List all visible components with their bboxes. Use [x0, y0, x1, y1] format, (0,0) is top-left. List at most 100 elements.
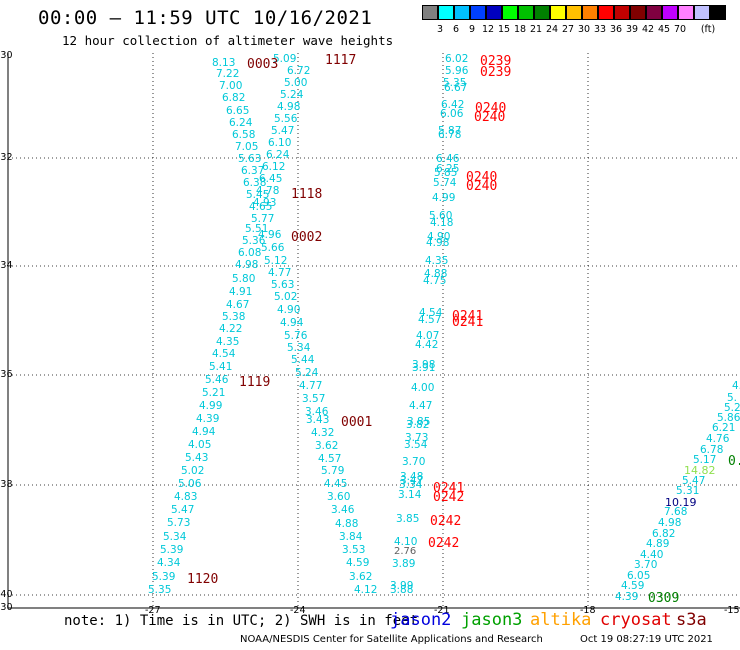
legend-tick-label: 9	[468, 24, 476, 35]
satellite-name-s3a: s3a	[676, 610, 707, 630]
swh-value-label: 5.66	[261, 242, 285, 254]
swh-value-label: 3.34	[399, 479, 423, 491]
swh-value-label: 4.96	[258, 229, 282, 241]
swh-value-label: 4.57	[418, 314, 441, 326]
swh-value-label: 4.18	[430, 217, 453, 229]
swh-value-label: 3.70	[634, 559, 657, 571]
generation-timestamp: Oct 19 08:27:19 UTC 2021	[580, 634, 713, 645]
swh-value-label: 4.35	[425, 255, 448, 267]
pass-time-label: 0003	[247, 57, 278, 72]
swh-value-label: 3.43	[306, 414, 329, 426]
legend-tick-label: 33	[593, 24, 607, 35]
swh-value-label: 4.90	[427, 231, 450, 243]
pass-time-label: 0242	[433, 490, 464, 505]
swh-value-label: 3.53	[342, 544, 365, 556]
swh-value-label: 4.	[732, 380, 740, 392]
longitude-tick-label: -24	[290, 605, 306, 616]
pass-time-label: 0309	[648, 591, 679, 606]
longitude-tick-label: -15	[724, 605, 740, 616]
pass-time-label: 0242	[430, 514, 461, 529]
legend-tick-label: 27	[561, 24, 575, 35]
swh-value-label: 3.46	[305, 406, 329, 418]
swh-value-label: 4.89	[646, 538, 669, 550]
pass-time-label: 0241	[452, 309, 483, 324]
legend-swatch	[598, 5, 614, 20]
satellite-name-jason3: jason3	[461, 610, 523, 630]
legend-swatch	[470, 5, 486, 20]
satellite-name-altika: altika	[530, 610, 592, 630]
swh-value-label: 4.32	[311, 427, 334, 439]
swh-value-label: 5.46	[205, 374, 229, 386]
swh-value-label: 5.85	[434, 167, 457, 179]
swh-value-label: 4.98	[277, 101, 300, 113]
legend-swatch	[534, 5, 550, 20]
longitude-tick-label: -27	[145, 605, 161, 616]
swh-value-label: 3.62	[349, 571, 372, 583]
legend-swatch	[662, 5, 678, 20]
swh-value-label: 5.06	[178, 478, 202, 490]
legend-swatch	[582, 5, 598, 20]
swh-value-label: 4.47	[409, 400, 432, 412]
swh-value-label: 5.86	[717, 412, 740, 424]
swh-value-label: 4.99	[199, 400, 222, 412]
swh-value-label: 3.14	[398, 489, 422, 501]
swh-value-label: 5.87	[438, 125, 461, 137]
pass-time-label: 1120	[187, 572, 218, 587]
pass-time-label: 0241	[452, 315, 483, 330]
swh-value-label: 5.02	[181, 465, 204, 477]
pass-time-label: 0240	[475, 101, 506, 116]
swh-value-label: 4.98	[658, 517, 681, 529]
swh-value-label: 4.22	[219, 323, 242, 335]
swh-value-label: 6.12	[262, 161, 285, 173]
swh-value-label: 6.65	[226, 105, 249, 117]
swh-value-label: 5.02	[274, 291, 297, 303]
footnote: note: 1) Time is in UTC; 2) SWH is in fe…	[64, 613, 419, 629]
swh-value-label: 3.85	[396, 513, 419, 525]
pass-time-label: 0240	[466, 179, 497, 194]
swh-value-label: 4.05	[188, 439, 211, 451]
swh-value-label: 4.77	[299, 380, 322, 392]
swh-value-label: 5.51	[245, 223, 268, 235]
swh-value-label: 5.80	[232, 273, 255, 285]
pass-time-label: 0239	[480, 65, 511, 80]
swh-value-label: 6.02	[445, 53, 468, 65]
swh-value-label: 5.96	[445, 65, 469, 77]
swh-value-label: 6.45	[259, 173, 282, 185]
swh-value-label: 3.47	[400, 475, 423, 487]
swh-value-label: 5.	[727, 392, 737, 404]
map-title: 00:00 — 11:59 UTC 10/16/2021	[38, 7, 373, 29]
swh-value-label: 7.22	[216, 68, 239, 80]
swh-value-label: 7.05	[235, 141, 258, 153]
swh-value-label: 4.65	[249, 201, 272, 213]
swh-value-label: 14.82	[684, 464, 716, 477]
swh-value-label: 3.60	[327, 491, 350, 503]
swh-value-label: 5.60	[429, 210, 452, 222]
pass-time-label: 0.	[728, 454, 740, 469]
swh-value-label: 5.39	[160, 544, 183, 556]
latitude-tick-label: -30	[0, 602, 13, 613]
swh-value-label: 3.88	[390, 584, 413, 596]
legend-swatch	[630, 5, 646, 20]
swh-value-label: 4.76	[706, 433, 730, 445]
swh-value-label: 4.91	[229, 286, 252, 298]
swh-value-label: 3.48	[400, 471, 423, 483]
swh-value-label: 5.2	[724, 402, 740, 414]
satellite-name-jason2: jason2	[390, 610, 452, 630]
swh-value-label: 5.24	[280, 89, 304, 101]
legend-swatch	[454, 5, 470, 20]
swh-value-label: 5.47	[171, 504, 194, 516]
swh-value-label: 4.59	[621, 580, 644, 592]
swh-value-label: 4.98	[426, 237, 449, 249]
swh-value-label: 5.56	[274, 113, 298, 125]
satellite-name-cryosat: cryosat	[600, 610, 672, 630]
legend-tick-label: 30	[577, 24, 591, 35]
swh-value-label: 6.37	[241, 165, 264, 177]
swh-value-label: 5.24	[295, 367, 319, 379]
swh-value-label: 4.00	[411, 382, 434, 394]
swh-value-label: 2.76	[394, 546, 416, 557]
swh-value-label: 4.40	[640, 549, 663, 561]
pass-time-label: 0240	[466, 170, 497, 185]
swh-value-label: 5.34	[287, 342, 311, 354]
pass-time-label: 0240	[474, 110, 505, 125]
legend-swatch	[438, 5, 454, 20]
